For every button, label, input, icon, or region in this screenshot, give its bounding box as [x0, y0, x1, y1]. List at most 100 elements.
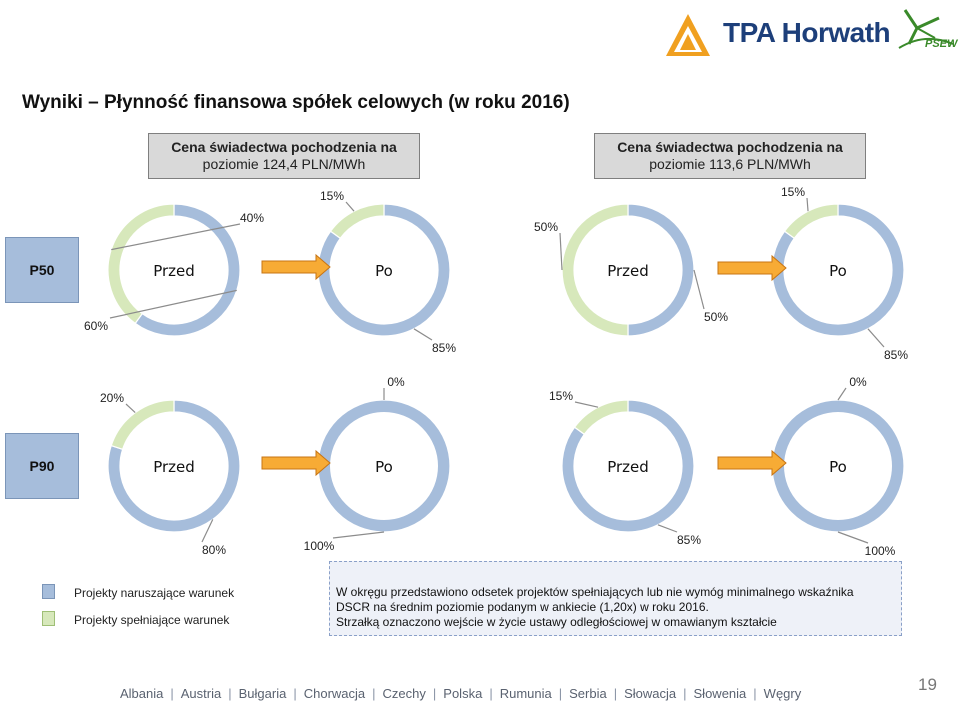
donut-center-label: Po [375, 262, 393, 280]
footer-separator: | [432, 686, 437, 701]
leader-line [109, 289, 237, 319]
legend-swatch-meeting [42, 611, 55, 626]
leader-line [125, 403, 136, 414]
donut-chart: 15% 85% Po [317, 189, 456, 355]
footer-country-link[interactable]: Bułgaria [238, 686, 287, 701]
donut-center-label: Przed [153, 458, 195, 476]
arrow-icon [717, 254, 787, 282]
leader-line [867, 328, 885, 348]
legend-label-violating: Projekty naruszające warunek [74, 586, 235, 600]
slice-percent-label: 15% [781, 185, 805, 199]
row-label-p90: P90 [5, 433, 79, 499]
leader-line [201, 519, 214, 543]
footer-separator: | [170, 686, 174, 701]
footer-separator: | [613, 686, 618, 701]
leader-line [837, 387, 847, 401]
donut-center-label: Po [375, 458, 393, 476]
slice-percent-label: 15% [549, 389, 573, 403]
slice-percent-label: 20% [100, 391, 124, 405]
leader-line [657, 524, 678, 533]
scenario-header-1-line1: Cena świadectwa pochodzenia na [171, 139, 397, 155]
page-number: 19 [918, 675, 937, 694]
scenario-header-2: Cena świadectwa pochodzenia na poziomie … [594, 133, 866, 179]
donut-chart: 15% 85% Po [771, 185, 908, 362]
tpa-horwath-logo-icon [666, 14, 710, 56]
leader-line [574, 401, 599, 408]
donut-center-label: Przed [153, 262, 195, 280]
slice-percent-label: 85% [884, 348, 908, 362]
slice-percent-label: 0% [387, 375, 405, 389]
arrow-icon [261, 253, 331, 281]
footer-country-link[interactable]: Węgry [763, 686, 802, 701]
slice-percent-label: 0% [849, 375, 867, 389]
leader-line [806, 197, 809, 212]
leader-line [837, 531, 869, 544]
donut-slice-meeting [329, 203, 385, 240]
footer-separator: | [293, 686, 297, 701]
row-label-p50: P50 [5, 237, 79, 303]
leader-line [413, 328, 433, 341]
footer-country-link[interactable]: Albania [120, 686, 164, 701]
note-line-2: DSCR na średnim poziomie podanym w ankie… [336, 600, 709, 614]
footer-country-link[interactable]: Słowacja [624, 686, 677, 701]
footer-separator: | [558, 686, 563, 701]
footer-separator: | [683, 686, 687, 701]
legend-label-meeting: Projekty spełniające warunek [74, 613, 230, 627]
donut-center-label: Przed [607, 458, 649, 476]
footer-country-link[interactable]: Polska [443, 686, 483, 701]
footer-separator: | [228, 686, 232, 701]
brand-name: TPA Horwath [723, 17, 891, 48]
footer-country-link[interactable]: Austria [180, 686, 222, 701]
donut-center-label: Po [829, 458, 847, 476]
slice-percent-label: 50% [704, 310, 728, 324]
scenario-header-2-line1: Cena świadectwa pochodzenia na [617, 139, 843, 155]
donut-center-label: Po [829, 262, 847, 280]
donut-slice-meeting [107, 203, 175, 325]
footer-separator: | [372, 686, 376, 701]
arrow-icon [717, 449, 787, 477]
note-line-3: Strzałką oznaczono wejście w życie ustaw… [336, 615, 777, 629]
donut-slice-meeting [110, 399, 175, 451]
leader-line [559, 232, 563, 271]
donut-center-label: Przed [607, 262, 649, 280]
slice-percent-label: 85% [677, 533, 701, 547]
slice-percent-label: 40% [240, 211, 264, 225]
leader-line [693, 269, 705, 310]
psew-logo-icon [898, 9, 954, 49]
slice-percent-label: 15% [320, 189, 344, 203]
scenario-header-1: Cena świadectwa pochodzenia na poziomie … [148, 133, 420, 179]
slice-percent-label: 85% [432, 341, 456, 355]
slice-percent-label: 100% [304, 539, 335, 553]
donut-slice-meeting [561, 203, 629, 337]
donut-slice-violating [107, 399, 241, 533]
footer-separator: | [489, 686, 493, 701]
footer-country-link[interactable]: Czechy [382, 686, 426, 701]
donut-chart: 50% 50% Przed [534, 203, 728, 337]
page-title: Wyniki – Płynność finansowa spółek celow… [22, 92, 570, 113]
footer-country-link[interactable]: Chorwacja [303, 686, 366, 701]
donut-chart: 15% 85% Przed [549, 389, 701, 547]
leader-line [111, 223, 241, 251]
footer-country-link[interactable]: Słowenia [693, 686, 747, 701]
slice-percent-label: 60% [84, 319, 108, 333]
slice-percent-label: 80% [202, 543, 226, 557]
scenario-header-2-line2: poziomie 113,6 PLN/MWh [649, 156, 811, 172]
footer-country-link[interactable]: Serbia [569, 686, 607, 701]
note-line-1: W okręgu przedstawiono odsetek projektów… [336, 585, 854, 599]
footer-country-link[interactable]: Rumunia [499, 686, 552, 701]
donut-chart: 0% 100% Po [771, 375, 905, 558]
footer-separator: | [753, 686, 757, 701]
donut-chart: 40% 60% Przed [84, 203, 264, 337]
leader-line [345, 201, 355, 212]
donut-slice-violating [771, 203, 905, 337]
donut-slice-violating [561, 399, 695, 533]
donut-chart: 20% 80% Przed [100, 391, 241, 557]
footer-country-nav: Albania | Austria | Bułgaria | Chorwacja | Czech… [120, 686, 801, 701]
partner-name: PSEW [925, 38, 958, 50]
donut-slice-meeting [573, 399, 629, 436]
donut-slice-meeting [783, 203, 839, 240]
legend-swatch-violating [42, 584, 55, 599]
slice-percent-label: 100% [865, 544, 896, 558]
note-box: W okręgu przedstawiono odsetek projektów… [329, 561, 902, 636]
